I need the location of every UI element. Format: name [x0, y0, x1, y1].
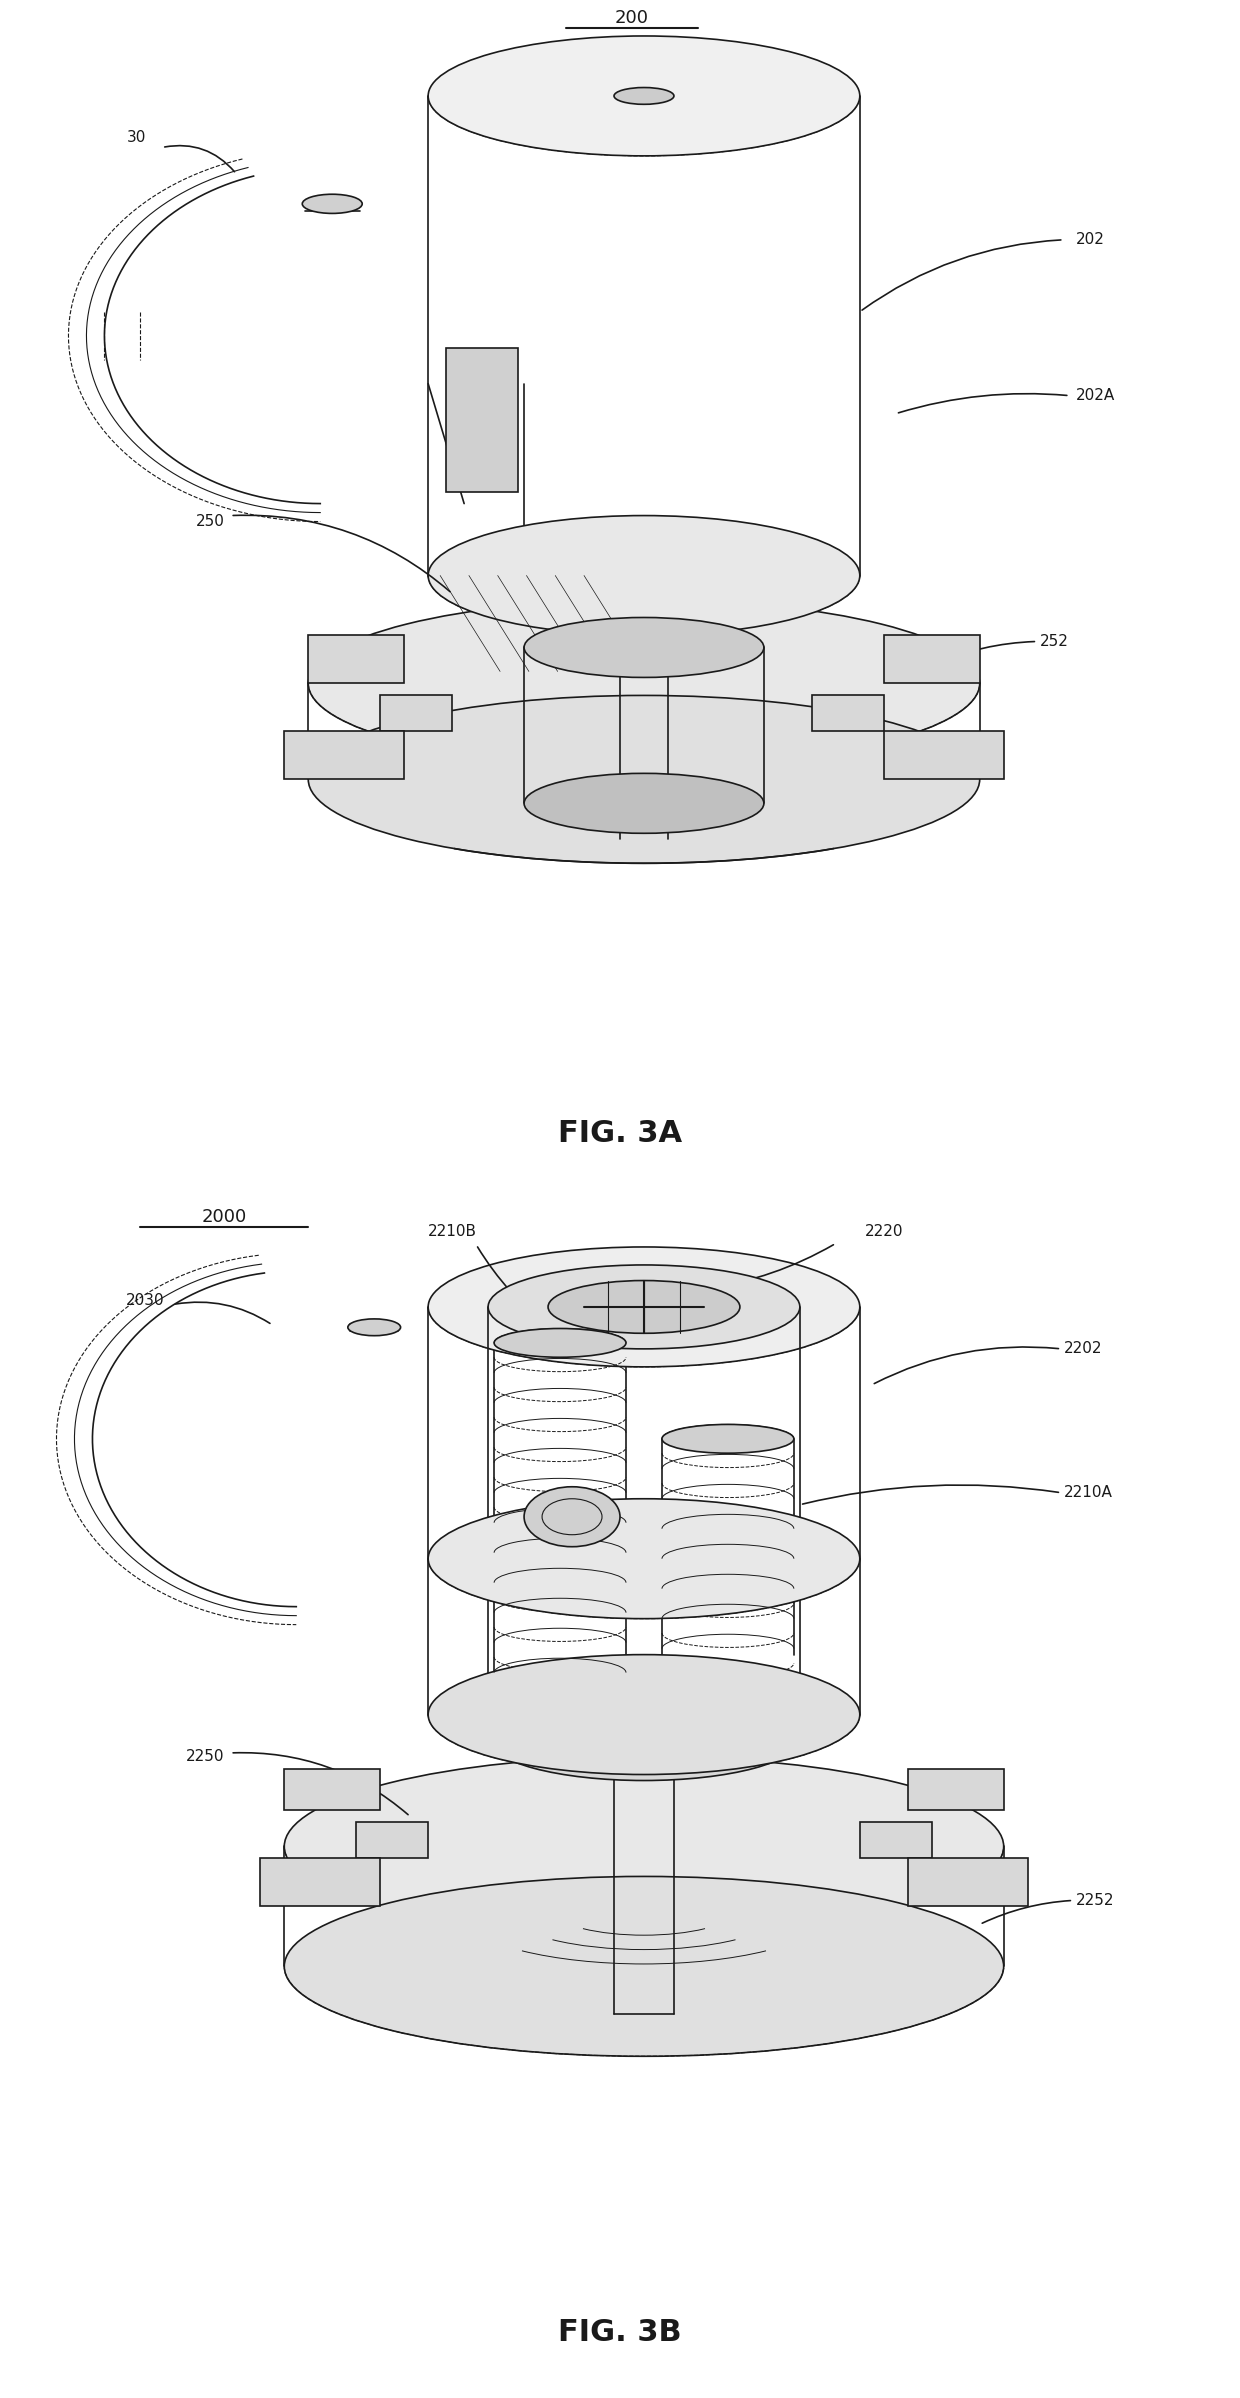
FancyBboxPatch shape — [381, 695, 453, 731]
Text: 200: 200 — [615, 10, 649, 26]
Ellipse shape — [548, 1281, 740, 1333]
Ellipse shape — [309, 600, 980, 767]
FancyBboxPatch shape — [859, 1822, 931, 1858]
Text: 30: 30 — [126, 129, 146, 146]
Text: 202A: 202A — [1075, 388, 1115, 403]
Ellipse shape — [303, 194, 362, 213]
Ellipse shape — [284, 1755, 1003, 1938]
Text: 2202: 2202 — [1064, 1340, 1102, 1357]
FancyBboxPatch shape — [908, 1770, 1003, 1810]
Text: 2210B: 2210B — [428, 1223, 476, 1240]
Text: 202: 202 — [1075, 233, 1105, 247]
Ellipse shape — [525, 619, 764, 676]
FancyBboxPatch shape — [884, 731, 1003, 779]
FancyBboxPatch shape — [812, 695, 884, 731]
Ellipse shape — [662, 1424, 794, 1453]
Ellipse shape — [428, 36, 859, 156]
Ellipse shape — [525, 772, 764, 832]
Text: 2252: 2252 — [1075, 1892, 1114, 1909]
FancyBboxPatch shape — [309, 635, 404, 683]
FancyBboxPatch shape — [260, 1858, 381, 1906]
Ellipse shape — [428, 1247, 859, 1367]
Text: 2030: 2030 — [125, 1293, 165, 1309]
Ellipse shape — [428, 1655, 859, 1775]
FancyBboxPatch shape — [284, 731, 404, 779]
FancyBboxPatch shape — [284, 1770, 381, 1810]
Text: 2220: 2220 — [864, 1223, 903, 1240]
Ellipse shape — [309, 695, 980, 863]
Ellipse shape — [489, 1266, 800, 1348]
FancyBboxPatch shape — [884, 635, 980, 683]
Text: FIG. 3B: FIG. 3B — [558, 2316, 682, 2348]
Text: 2250: 2250 — [186, 1748, 224, 1765]
Ellipse shape — [284, 1875, 1003, 2057]
Ellipse shape — [494, 1328, 626, 1357]
Text: 2000: 2000 — [202, 1209, 247, 1225]
Ellipse shape — [428, 516, 859, 635]
FancyBboxPatch shape — [446, 348, 518, 492]
Text: FIG. 3A: FIG. 3A — [558, 1117, 682, 1149]
Ellipse shape — [489, 1698, 800, 1779]
Ellipse shape — [348, 1319, 401, 1336]
Ellipse shape — [428, 1499, 859, 1619]
FancyBboxPatch shape — [908, 1858, 1028, 1906]
Text: 2210A: 2210A — [1064, 1484, 1112, 1501]
Text: 252: 252 — [1039, 633, 1069, 650]
FancyBboxPatch shape — [356, 1822, 428, 1858]
Ellipse shape — [614, 89, 675, 106]
Ellipse shape — [525, 1487, 620, 1547]
Text: 250: 250 — [196, 513, 224, 530]
